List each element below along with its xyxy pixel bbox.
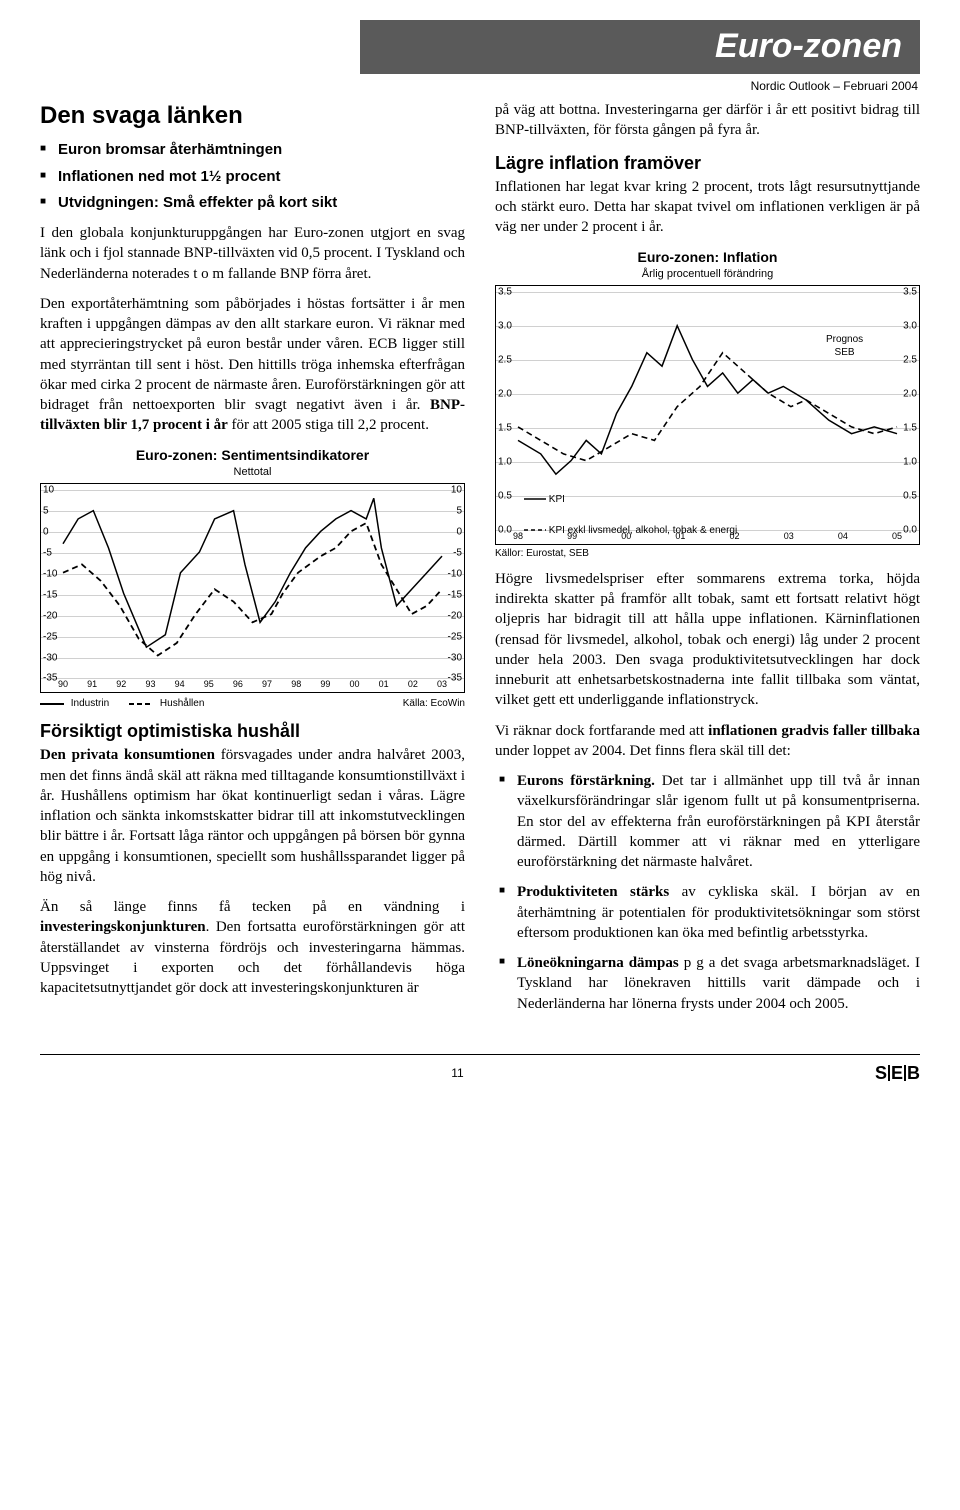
chart-inflation: Euro-zonen: Inflation Årlig procentuell …	[495, 248, 920, 561]
para: I den globala konjunkturuppgången har Eu…	[40, 223, 465, 284]
logo: SEB	[875, 1061, 920, 1085]
section-heading: Lägre inflation framöver	[495, 151, 920, 175]
page-number: 11	[451, 1065, 463, 1081]
section-heading: Försiktigt optimistiska hushåll	[40, 719, 465, 743]
right-column: på väg att bottna. Investeringarna ger d…	[495, 100, 920, 1024]
legend-item: Hushållen	[129, 697, 204, 711]
reasons-list: Eurons förstärkning. Det tar i allmänhet…	[495, 771, 920, 1014]
reason-item: Eurons förstärkning. Det tar i allmänhet…	[495, 771, 920, 872]
reason-item: Löneökningarna dämpas p g a det svaga ar…	[495, 953, 920, 1014]
legend-item: Industrin	[40, 697, 109, 711]
left-column: Den svaga länken Euron bromsar återhämtn…	[40, 100, 465, 1024]
page-title: Den svaga länken	[40, 100, 465, 132]
para: Den privata konsumtionen försvagades und…	[40, 745, 465, 887]
para: Inflationen har legat kvar kring 2 proce…	[495, 177, 920, 238]
chart-title: Euro-zonen: Sentimentsindikatorer	[40, 446, 465, 465]
para: Vi räknar dock fortfarande med att infla…	[495, 721, 920, 762]
para: Den exportåterhämtning som påbörjades i …	[40, 294, 465, 436]
banner-region: Euro-zonen	[360, 20, 920, 74]
chart-source: Källa: EcoWin	[403, 697, 465, 711]
bullet-item: Utvidgningen: Små effekter på kort sikt	[40, 193, 465, 213]
chart-legend: Industrin Hushållen Källa: EcoWin	[40, 697, 465, 711]
chart-sentiment: Euro-zonen: Sentimentsindikatorer Nettot…	[40, 446, 465, 711]
chart-subtitle: Årlig procentuell förändring	[495, 267, 920, 282]
para: på väg att bottna. Investeringarna ger d…	[495, 100, 920, 141]
para: Än så länge finns få tecken på en vändni…	[40, 897, 465, 998]
chart-area: 10105500-5-5-10-10-15-15-20-20-25-25-30-…	[40, 483, 465, 693]
chart-title: Euro-zonen: Inflation	[495, 248, 920, 267]
para: Högre livsmedelspriser efter sommarens e…	[495, 569, 920, 711]
chart-subtitle: Nettotal	[40, 465, 465, 480]
columns: Den svaga länken Euron bromsar återhämtn…	[40, 100, 920, 1024]
bullet-item: Euron bromsar återhämtningen	[40, 140, 465, 160]
intro-bullets: Euron bromsar återhämtningen Inflationen…	[40, 140, 465, 213]
bullet-item: Inflationen ned mot 1½ procent	[40, 167, 465, 187]
chart-area: 3.53.53.03.02.52.52.02.01.51.51.01.00.50…	[495, 285, 920, 545]
footer: 11 SEB	[40, 1054, 920, 1085]
subhead: Nordic Outlook – Februari 2004	[40, 78, 920, 94]
reason-item: Produktiviteten stärks av cykliska skäl.…	[495, 882, 920, 943]
legend-label: Industrin	[71, 698, 109, 709]
legend-label: Hushållen	[160, 698, 204, 709]
